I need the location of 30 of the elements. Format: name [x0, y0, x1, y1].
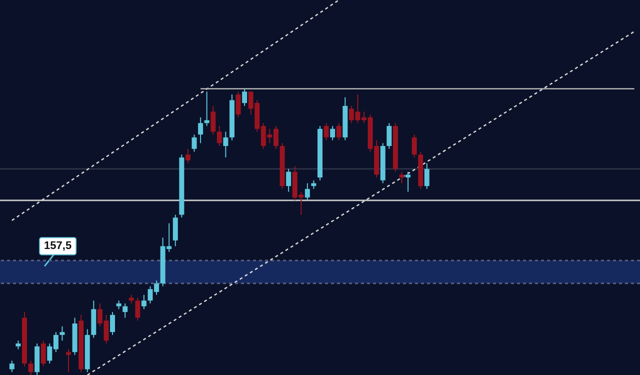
- candlestick: [198, 116, 204, 144]
- candlestick: [210, 105, 216, 136]
- candlestick: [386, 122, 392, 150]
- candlestick: [135, 297, 140, 322]
- candlestick: [185, 148, 190, 164]
- candlestick: [324, 122, 329, 141]
- band-label: 157,5: [44, 240, 72, 252]
- candlestick: [172, 214, 178, 247]
- candlestick: [204, 91, 210, 126]
- candlestick: [286, 168, 292, 192]
- candlestick: [399, 171, 404, 184]
- candlestick: [40, 340, 46, 367]
- candlestick: [406, 171, 411, 192]
- candlestick: [330, 125, 336, 141]
- candlestick: [223, 131, 228, 158]
- candlestick: [216, 125, 222, 146]
- candlestick: [110, 312, 116, 336]
- candlestick: [28, 360, 34, 375]
- candlestick: [66, 348, 72, 373]
- candlestick: [242, 88, 248, 106]
- candlestick: [412, 134, 417, 158]
- candlestick: [60, 326, 65, 342]
- candlestick: [236, 91, 241, 118]
- candlestick: [9, 360, 14, 373]
- candlestick: [192, 134, 197, 152]
- candlestick: [122, 302, 128, 318]
- candlestick: [141, 294, 146, 310]
- candlestick: [336, 122, 342, 141]
- candlestick: [304, 182, 310, 201]
- candlestick: [424, 162, 430, 190]
